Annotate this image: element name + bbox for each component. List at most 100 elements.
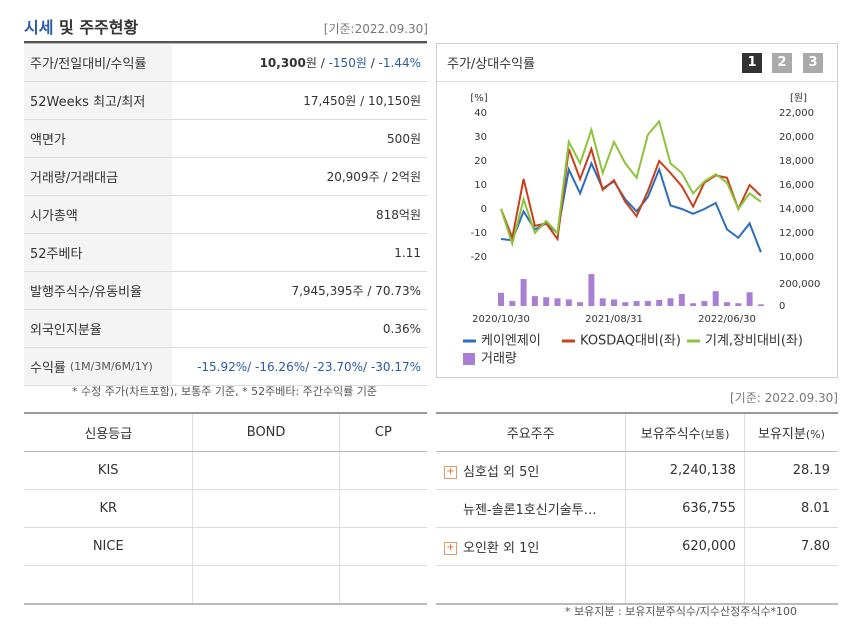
legend-label: 거래량 — [481, 352, 517, 367]
legend-label: KOSDAQ대비(좌) — [580, 334, 681, 349]
tick-label: -20 — [471, 252, 487, 263]
cell: 620,000 — [625, 527, 745, 566]
tick-label: 22,000 — [779, 108, 814, 119]
volume-bar — [667, 298, 674, 306]
header-cell: CP — [338, 413, 427, 452]
volume-bar — [599, 298, 606, 306]
value-text: 20,909주 / 2억원 — [326, 170, 421, 184]
label-text: 액면가 — [30, 133, 66, 148]
volume-bar — [724, 302, 730, 306]
empty-row — [436, 565, 838, 605]
tab-button[interactable]: 1 — [742, 53, 762, 73]
table-row: KR — [24, 489, 427, 528]
tab-button[interactable]: 2 — [772, 53, 792, 73]
header-row: 신용등급 BOND CP — [24, 413, 427, 452]
row-label: 시가총액 — [24, 196, 172, 233]
volume-bar — [611, 299, 617, 306]
cell — [338, 489, 427, 528]
volume-bar — [622, 302, 629, 306]
header-cell: 주요주주 — [436, 413, 626, 452]
row-label: 수익률 (1M/3M/6M/1Y) — [24, 348, 172, 385]
stock-table: 주가/전일대비/수익률 10,300원 / -150원 / -1.44% 52Wee… — [24, 43, 427, 386]
cell-text: 심호섭 외 5인 — [463, 465, 540, 480]
row-value: 10,300원 / -150원 / -1.44% — [172, 54, 427, 71]
row-value: -15.92%/ -16.26%/ -23.70%/ -30.17% — [172, 360, 427, 374]
expand-icon[interactable]: + — [444, 466, 457, 479]
volume-bar — [644, 301, 651, 306]
cell: KR — [24, 489, 193, 528]
row-value: 7,945,395주 / 70.73% — [172, 282, 427, 299]
row-label: 발행주식수/유동비율 — [24, 272, 172, 309]
volume-bar — [498, 292, 504, 306]
header-main: 보유지분 — [757, 427, 806, 442]
chart-panel: 주가/상대수익률 1 2 3 -20 -10 0 10 20 30 40 10,000 12,0… — [436, 43, 838, 378]
cell — [192, 565, 340, 605]
value-part: 10,300 — [259, 56, 306, 70]
value-part: -1.44% — [378, 56, 421, 70]
table-row: 수익률 (1M/3M/6M/1Y) -15.92%/ -16.26%/ -23.70… — [24, 348, 427, 386]
value-text: 17,450원 / 10,150원 — [303, 94, 421, 108]
cell-text: 28.19 — [792, 463, 830, 478]
cell: 7.80 — [743, 527, 838, 566]
cell: 2,240,138 — [625, 451, 745, 490]
series-line — [500, 145, 762, 242]
table-row: 외국인지분율 0.36% — [24, 310, 427, 348]
header-row: 주요주주 보유주식수(보통) 보유지분(%) — [436, 413, 838, 452]
tick-label: 40 — [474, 108, 487, 119]
table-row: 발행주식수/유동비율 7,945,395주 / 70.73% — [24, 272, 427, 310]
volume-bar — [712, 291, 719, 306]
cell: KIS — [24, 451, 193, 490]
x-tick-label: 2022/06/30 — [698, 314, 756, 325]
cell-text: 636,755 — [682, 501, 736, 516]
row-label: 외국인지분율 — [24, 310, 172, 347]
tick-label: 0 — [481, 204, 487, 215]
volume-bar — [690, 303, 697, 306]
cell — [436, 565, 626, 605]
table-row: 액면가 500원 — [24, 120, 427, 158]
table-row: + 심호섭 외 5인 2,240,138 28.19 — [436, 451, 838, 490]
tick-label: 20,000 — [779, 132, 814, 143]
table-row: 52Weeks 최고/최저 17,450원 / 10,150원 — [24, 82, 427, 120]
cell — [24, 565, 193, 605]
empty-row — [24, 565, 427, 605]
row-value: 17,450원 / 10,150원 — [172, 92, 427, 109]
note: * 보유지분 : 보유지분주식수/지수산정주식수*100 — [565, 605, 798, 618]
volume-bar — [757, 304, 764, 306]
volume-bar — [656, 299, 663, 306]
series-line — [500, 119, 762, 248]
cell: + 심호섭 외 5인 — [436, 451, 626, 490]
row-label: 거래량/거래대금 — [24, 158, 172, 195]
expand-icon[interactable]: + — [444, 542, 457, 555]
legend-label: 케이엔제이 — [481, 334, 541, 349]
axis-label: [%] — [470, 93, 487, 104]
table-row: NICE — [24, 527, 427, 566]
table-row: 거래량/거래대금 20,909주 / 2억원 — [24, 158, 427, 196]
table-row: KIS — [24, 451, 427, 490]
cell-text: 620,000 — [682, 539, 736, 554]
cell — [338, 527, 427, 566]
row-value: 1.11 — [172, 246, 427, 260]
note: * 수정 주가(차트포함), 보통주 기준, * 52주베타: 주간수익률 기준 — [72, 385, 378, 398]
tab-button[interactable]: 3 — [803, 53, 823, 73]
axis-label: [원] — [790, 92, 807, 104]
header-sub: (%) — [805, 428, 825, 441]
credit-table: 신용등급 BOND CP KIS KR NICE — [24, 412, 427, 605]
section-title: 시세 및 주주현황 — [24, 14, 138, 38]
value-part: 원 / — [305, 56, 329, 70]
tick-label: 10 — [474, 180, 487, 191]
holders-table: 주요주주 보유주식수(보통) 보유지분(%) + 심호섭 외 5인 2,240,138 28… — [436, 412, 838, 605]
value-text: 7,945,395주 / 70.73% — [291, 284, 421, 298]
value-text: 818억원 — [376, 208, 421, 222]
table-row: +뉴젠-솔론1호신기술투… 636,755 8.01 — [436, 489, 838, 528]
volume-bar — [678, 293, 685, 306]
tick-label: -10 — [471, 228, 487, 239]
table-row: 주가/전일대비/수익률 10,300원 / -150원 / -1.44% — [24, 44, 427, 82]
tick-label: 0 — [779, 301, 785, 312]
row-label: 주가/전일대비/수익률 — [24, 44, 172, 81]
volume-bar — [543, 297, 550, 306]
cell: 8.01 — [743, 489, 838, 528]
volume-bar — [509, 301, 516, 306]
panel-title: 주가/상대수익률 — [437, 44, 837, 82]
label-text: 주가/전일대비/수익률 — [30, 57, 147, 72]
